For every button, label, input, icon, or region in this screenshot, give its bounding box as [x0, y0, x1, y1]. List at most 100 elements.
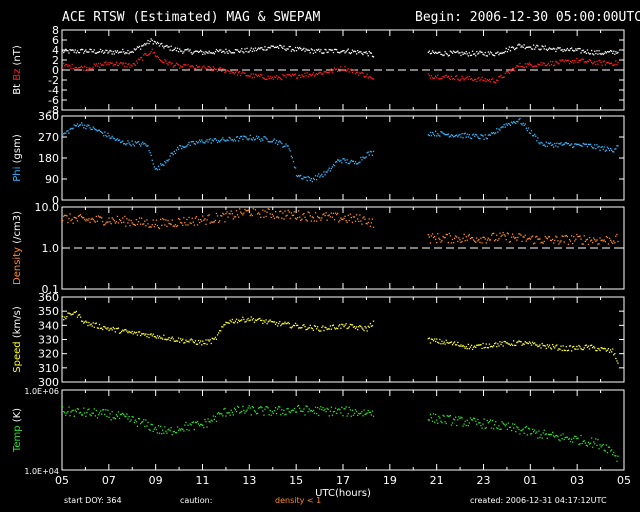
data-point — [598, 348, 600, 350]
data-point — [344, 408, 346, 410]
data-point — [367, 221, 369, 224]
data-point — [572, 346, 574, 348]
data-point — [537, 437, 539, 439]
data-point — [555, 435, 557, 437]
data-point — [218, 412, 220, 414]
data-point — [334, 69, 337, 71]
data-point — [305, 176, 307, 178]
data-point — [101, 131, 103, 133]
data-point — [308, 327, 310, 329]
data-point — [476, 423, 478, 425]
data-point — [548, 47, 551, 49]
data-point — [93, 220, 95, 222]
data-point — [429, 131, 432, 134]
data-point — [147, 54, 149, 56]
data-point — [248, 405, 250, 407]
data-point — [616, 233, 618, 236]
data-point — [588, 348, 591, 350]
data-point — [475, 78, 477, 80]
data-point — [84, 412, 86, 414]
data-point — [219, 141, 221, 143]
data-point — [309, 179, 311, 181]
y-tick-label-speed: 340 — [38, 319, 59, 332]
data-point — [157, 227, 160, 229]
data-point — [82, 217, 84, 219]
data-point — [162, 338, 164, 340]
data-point — [226, 211, 228, 213]
data-point — [236, 49, 239, 51]
data-point — [519, 233, 521, 235]
data-point — [284, 414, 286, 416]
data-point — [123, 143, 125, 145]
series-mag-bz — [62, 48, 619, 84]
data-point — [243, 318, 245, 321]
data-point — [204, 419, 206, 421]
data-point — [97, 327, 100, 329]
data-point — [135, 142, 138, 144]
data-point — [322, 176, 324, 178]
data-point — [112, 65, 114, 67]
data-point — [358, 51, 360, 54]
data-point — [572, 146, 574, 149]
data-point — [114, 331, 116, 333]
data-point — [134, 64, 136, 66]
data-point — [434, 421, 436, 423]
data-point — [442, 132, 444, 134]
data-point — [179, 48, 181, 50]
y-tick-label-speed: 330 — [38, 334, 59, 347]
data-point — [566, 143, 568, 145]
data-point — [90, 415, 92, 417]
data-point — [99, 130, 102, 133]
data-point — [283, 323, 285, 325]
data-point — [587, 345, 590, 347]
data-point — [548, 143, 551, 145]
data-point — [349, 52, 351, 55]
data-point — [190, 338, 192, 340]
data-point — [592, 53, 594, 55]
data-point — [252, 48, 254, 50]
data-point — [131, 140, 133, 142]
data-point — [602, 348, 604, 350]
data-point — [68, 132, 70, 134]
data-point — [268, 208, 270, 210]
data-point — [311, 180, 313, 183]
data-point — [369, 76, 371, 78]
data-point — [305, 219, 307, 221]
data-point — [362, 156, 364, 158]
data-point — [72, 49, 74, 51]
data-point — [475, 420, 477, 422]
data-point — [111, 62, 113, 64]
data-point — [260, 406, 262, 408]
data-point — [262, 77, 264, 79]
data-point — [446, 415, 448, 417]
data-point — [202, 215, 204, 217]
data-point — [481, 134, 483, 136]
data-point — [62, 220, 64, 222]
data-point — [537, 137, 539, 139]
data-point — [508, 426, 511, 429]
data-point — [561, 235, 563, 237]
data-point — [326, 219, 328, 221]
data-point — [542, 344, 544, 347]
data-point — [318, 329, 320, 331]
data-point — [333, 48, 336, 51]
data-point — [214, 51, 217, 53]
data-point — [339, 70, 341, 72]
data-point — [302, 410, 304, 413]
data-point — [278, 76, 280, 78]
data-point — [174, 224, 177, 226]
data-point — [326, 407, 328, 410]
data-point — [128, 330, 130, 333]
data-point — [451, 422, 454, 424]
data-point — [97, 215, 100, 217]
data-point — [343, 326, 345, 328]
data-point — [73, 311, 75, 313]
data-point — [563, 143, 565, 145]
data-point — [146, 145, 148, 147]
data-point — [481, 427, 483, 429]
data-point — [530, 48, 533, 50]
data-point — [208, 420, 210, 423]
data-point — [115, 61, 117, 63]
data-point — [370, 222, 372, 224]
data-point — [184, 424, 186, 426]
